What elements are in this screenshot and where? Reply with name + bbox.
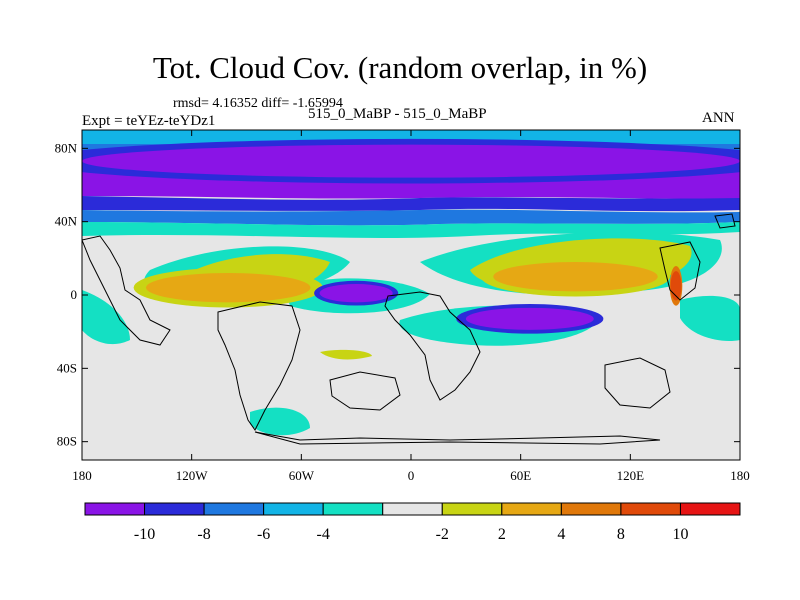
anomaly-core-4 <box>493 262 658 292</box>
colorbar-label: -6 <box>257 526 270 543</box>
x-tick-label: 180 <box>72 468 92 483</box>
colorbar-label: 2 <box>498 526 506 543</box>
colorbar-label: -8 <box>197 526 210 543</box>
colorbar-box <box>322 502 384 516</box>
anomaly-core-3 <box>465 307 594 330</box>
continent-outline-australia <box>604 357 671 409</box>
band-north-cyan <box>82 130 740 144</box>
colorbar-box <box>620 502 681 516</box>
continent-outline-island <box>329 371 401 411</box>
x-tick-label: 120W <box>176 468 209 483</box>
colorbar: -10 -8 -6 -4 -2 2 4 8 10 <box>84 502 741 543</box>
continent-outline-americas-north <box>82 235 171 346</box>
x-tick-label: 60E <box>510 468 531 483</box>
continent-outline-antarctica <box>254 431 661 445</box>
colorbar-box <box>144 502 205 516</box>
x-tick-label: 0 <box>408 468 415 483</box>
x-tick-label: 180 <box>730 468 750 483</box>
experiment-label: Expt = teYEz-teYDz1 <box>82 113 216 129</box>
y-tick-label: 80N <box>55 140 78 155</box>
teal-region-5 <box>82 290 130 345</box>
teal-region-6 <box>680 295 740 342</box>
band-north-teal <box>82 222 740 238</box>
teal-region-7 <box>250 407 310 436</box>
x-axis: 180 120W 60W 0 60E 120E 180 <box>72 130 750 483</box>
season-label: ANN <box>702 110 735 126</box>
colorbar-box <box>441 502 503 516</box>
colorbar-box <box>382 502 443 516</box>
y-axis: 80N 40N 0 40S 80S <box>55 140 740 449</box>
cases-label: 515_0_MaBP - 515_0_MaBP <box>308 106 487 122</box>
colorbar-box <box>501 502 562 516</box>
colorbar-label: 4 <box>557 526 565 543</box>
x-tick-label: 60W <box>289 468 315 483</box>
anomaly-core-0 <box>82 144 740 178</box>
colorbar-label: 8 <box>617 526 625 543</box>
colorbar-box <box>679 502 741 516</box>
continent-outline-south-america <box>217 301 301 431</box>
continent-outline-africa <box>384 291 481 401</box>
colorbar-label: 10 <box>672 526 688 543</box>
y-tick-label: 40N <box>55 214 78 229</box>
continent-outline-east-asia <box>659 241 701 301</box>
colorbar-label: -2 <box>436 526 449 543</box>
band-north-darkblue-2 <box>82 196 740 212</box>
chart-title: Tot. Cloud Cov. (random overlap, in %) <box>152 50 648 85</box>
colorbar-box <box>84 502 146 516</box>
anomaly-core-1 <box>145 273 311 303</box>
x-tick-label: 120E <box>617 468 645 483</box>
yellow-region-4 <box>320 349 372 360</box>
y-tick-label: 80S <box>57 434 77 449</box>
band-north-blue-2 <box>82 209 740 226</box>
continent-outline-small <box>714 213 736 229</box>
colorbar-box <box>560 502 622 516</box>
colorbar-label: -4 <box>317 526 330 543</box>
colorbar-box <box>263 502 324 516</box>
colorbar-label: -10 <box>134 526 155 543</box>
colorbar-box <box>203 502 265 516</box>
anomaly-features <box>82 138 740 334</box>
anomaly-core-2 <box>319 284 393 303</box>
y-tick-label: 0 <box>71 287 78 302</box>
y-tick-label: 40S <box>57 360 77 375</box>
map-plot <box>81 129 741 461</box>
stats-label: rmsd= 4.16352 diff= -1.65994 <box>173 96 343 111</box>
